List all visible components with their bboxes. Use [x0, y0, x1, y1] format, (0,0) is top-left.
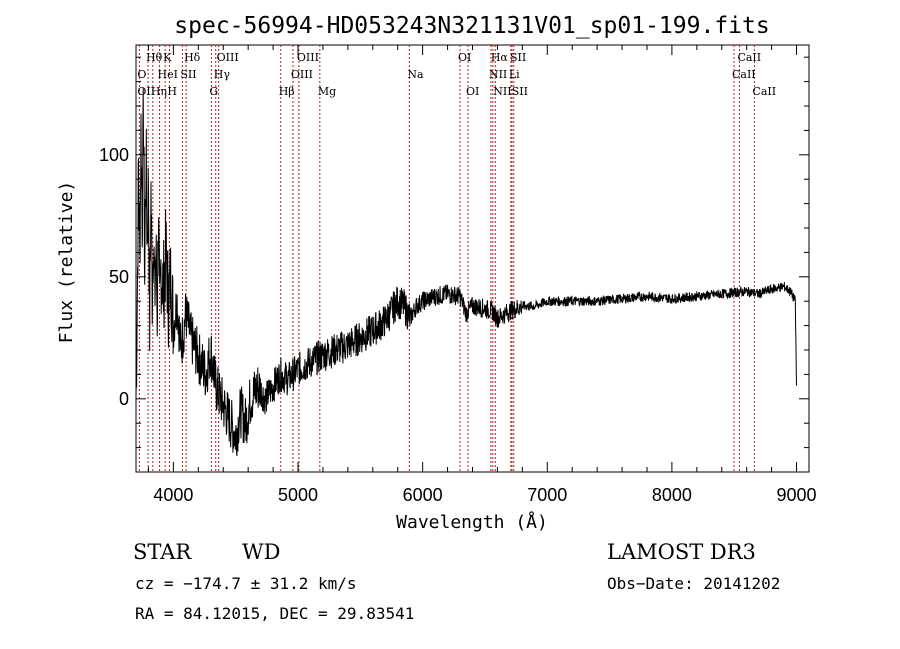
plot-frame [135, 44, 810, 473]
marker-label: Mg [318, 85, 336, 98]
x-tick-label: 6000 [403, 485, 443, 505]
marker-label: O [137, 68, 146, 81]
marker-label: OII [137, 85, 155, 98]
marker-label: H [167, 85, 177, 98]
marker-label: OIII [217, 51, 239, 64]
marker-label: Hθ [146, 51, 163, 64]
object-class: STAR [133, 540, 192, 564]
marker-label: CaII [737, 51, 761, 64]
marker-label: Hγ [214, 68, 231, 81]
marker-label: NII [489, 68, 507, 81]
x-tick-label: 7000 [527, 485, 567, 505]
spectrum-line [135, 87, 797, 457]
marker-label: Hη [151, 85, 167, 98]
object-subclass: WD [242, 540, 280, 564]
sky-coordinates: RA = 84.12015, DEC = 29.83541 [135, 604, 414, 623]
marker-label: OI [458, 51, 471, 64]
axis-tick-labels: 4000 5000 6000 7000 8000 9000 0 50 100 [99, 145, 817, 505]
marker-label: OI [466, 85, 479, 98]
marker-label: Hδ [184, 51, 201, 64]
x-tick-label: 4000 [153, 485, 193, 505]
y-axis-label: Flux (relative) [56, 181, 77, 344]
axis-ticks [136, 45, 809, 472]
observation-date: Obs−Date: 20141202 [607, 574, 780, 593]
marker-label: SII [180, 68, 196, 81]
chart-title: spec-56994-HD053243N321131V01_sp01-199.f… [174, 13, 769, 39]
marker-label: OIII [291, 68, 313, 81]
x-tick-label: 9000 [777, 485, 817, 505]
marker-label: G [209, 85, 218, 98]
marker-label: NII [493, 85, 511, 98]
marker-label: OIII [297, 51, 319, 64]
marker-label: CaII [752, 85, 776, 98]
x-tick-label: 8000 [652, 485, 692, 505]
marker-label: Hβ [279, 85, 295, 98]
marker-label: HeI [158, 68, 178, 81]
marker-label: Li [509, 68, 520, 81]
survey-name: LAMOST DR3 [607, 540, 756, 564]
marker-label: SII [512, 85, 528, 98]
redshift-cz: cz = −174.7 ± 31.2 km/s [135, 574, 357, 593]
marker-label: SII [510, 51, 526, 64]
y-tick-label: 100 [99, 145, 129, 165]
marker-label: CaII [732, 68, 756, 81]
y-tick-label: 50 [109, 267, 129, 287]
x-axis-label: Wavelength (Å) [396, 511, 548, 533]
marker-label: K [163, 51, 172, 64]
marker-label: Na [407, 68, 424, 81]
x-tick-label: 5000 [278, 485, 318, 505]
y-tick-label: 0 [119, 389, 129, 409]
marker-label: Hα [491, 51, 509, 64]
